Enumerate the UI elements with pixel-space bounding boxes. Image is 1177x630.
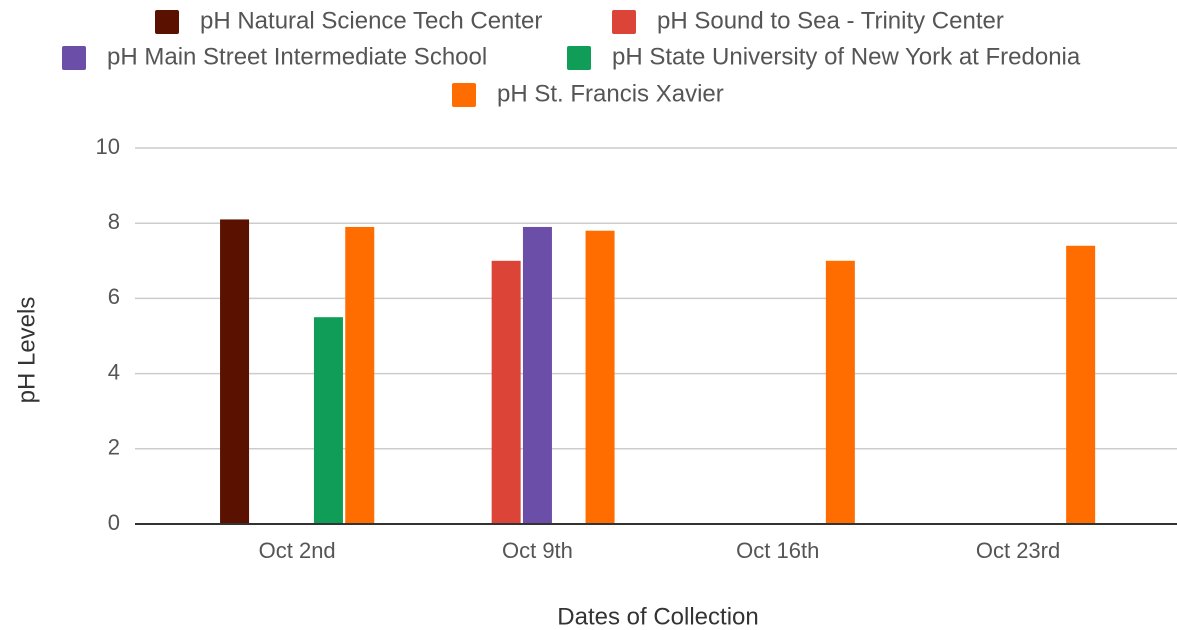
y-tick-label: 4: [108, 359, 120, 384]
y-tick-label: 0: [108, 510, 120, 535]
legend-swatch: [567, 46, 591, 70]
bar: [522, 226, 552, 524]
x-tick-label: Oct 9th: [502, 538, 573, 563]
legend-label: pH Main Street Intermediate School: [107, 43, 487, 70]
bar: [825, 260, 855, 524]
legend-label: pH St. Francis Xavier: [497, 80, 724, 107]
legend-swatch: [452, 83, 476, 107]
y-axis-label: pH Levels: [13, 297, 40, 404]
x-tick-label: Oct 16th: [736, 538, 819, 563]
y-tick-label: 6: [108, 284, 120, 309]
bar: [345, 226, 375, 524]
x-tick-label: Oct 2nd: [259, 538, 336, 563]
bar: [491, 260, 521, 524]
y-tick-label: 10: [96, 134, 120, 159]
bar: [313, 317, 343, 524]
x-tick-label: Oct 23rd: [976, 538, 1060, 563]
legend-swatch: [612, 10, 636, 34]
legend-label: pH Natural Science Tech Center: [200, 7, 542, 34]
x-axis-label: Dates of Collection: [557, 603, 758, 630]
legend-label: pH State University of New York at Fredo…: [612, 43, 1081, 70]
bar: [585, 230, 615, 524]
legend-swatch: [62, 46, 86, 70]
bar: [220, 219, 250, 524]
y-tick-label: 2: [108, 435, 120, 460]
legend-swatch: [155, 10, 179, 34]
legend-label: pH Sound to Sea - Trinity Center: [657, 7, 1004, 34]
y-tick-label: 8: [108, 209, 120, 234]
bar: [1066, 245, 1096, 524]
